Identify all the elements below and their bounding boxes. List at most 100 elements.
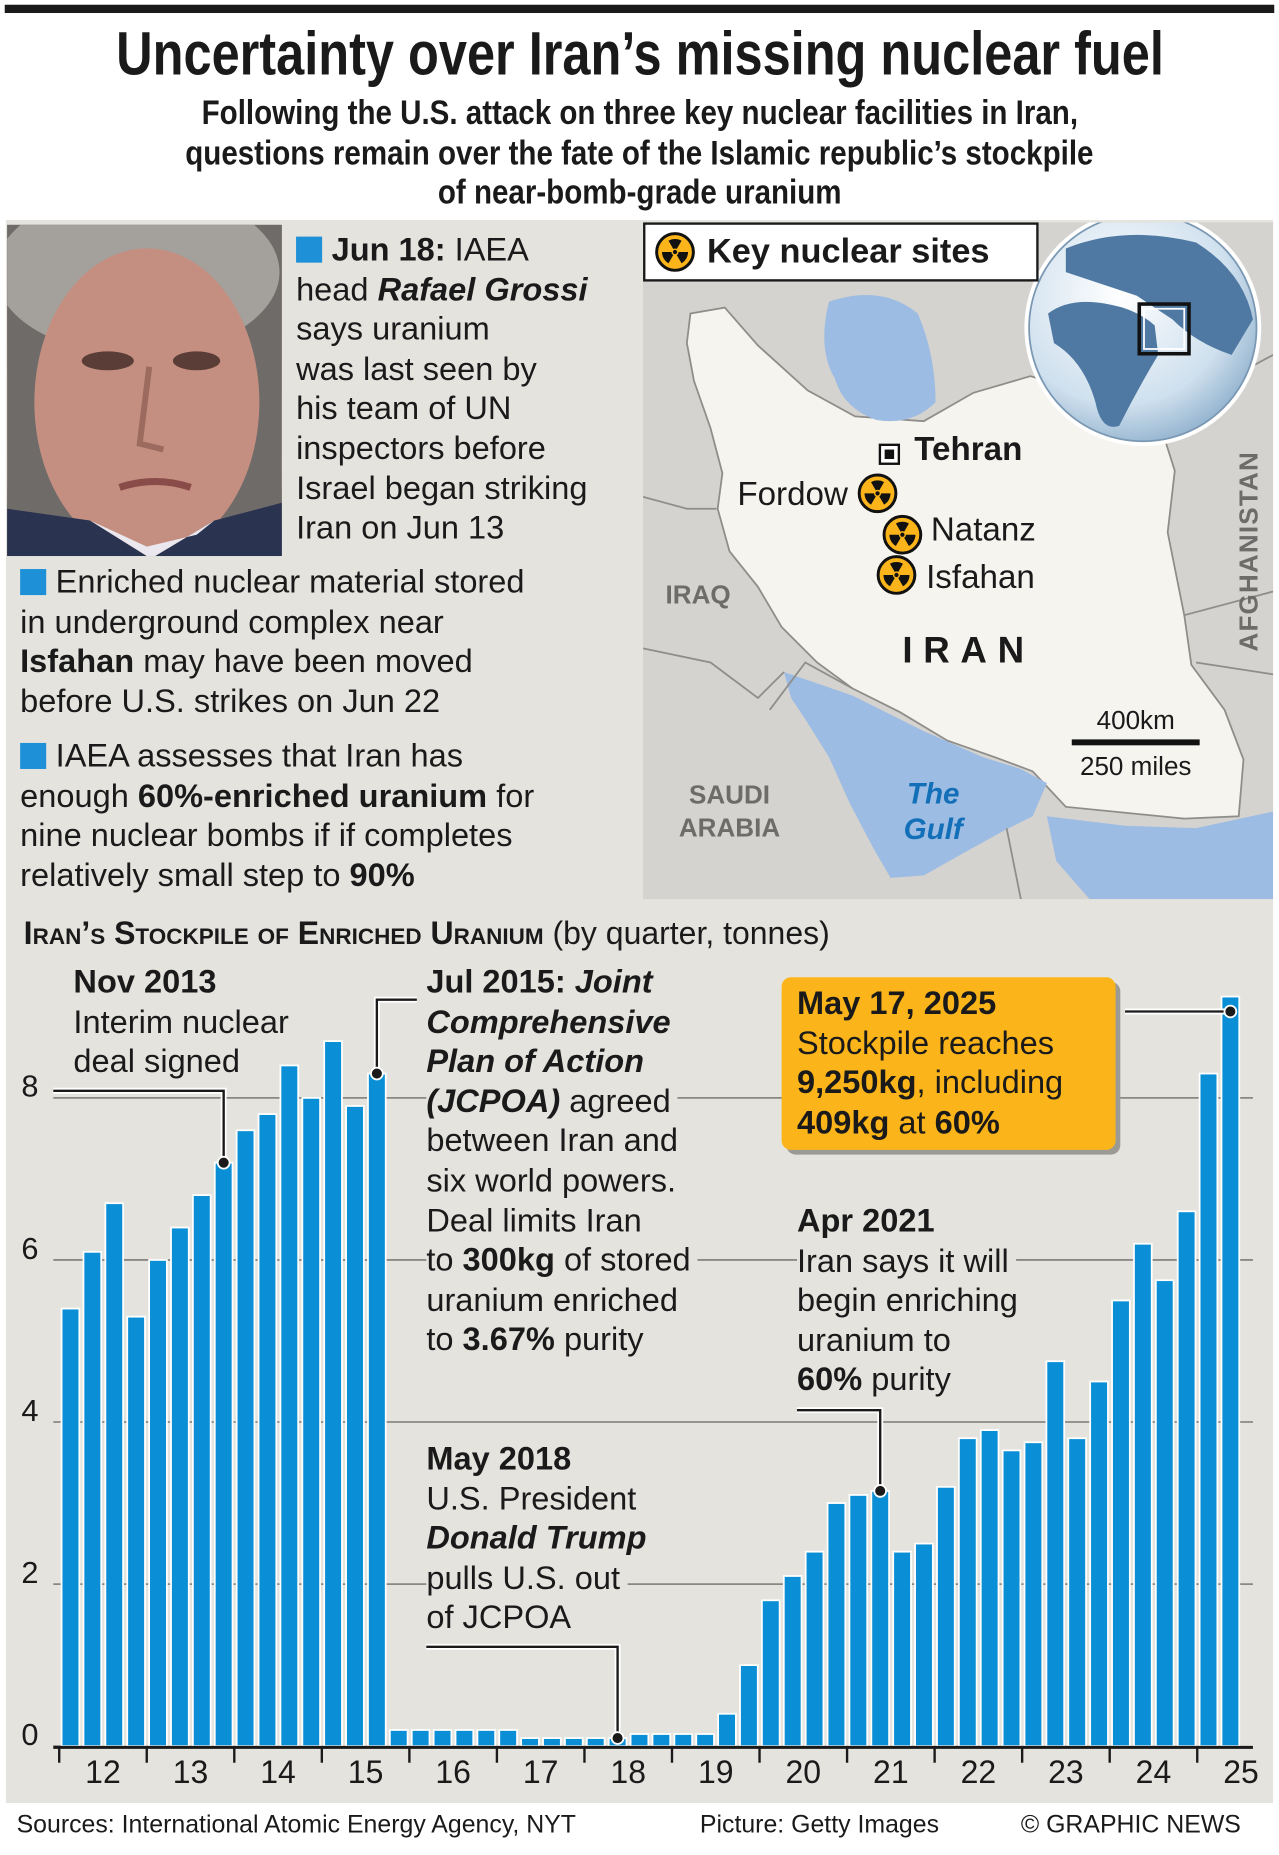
text-line: uranium to — [797, 1320, 1025, 1360]
text-segment: head — [296, 270, 378, 308]
bullet-square-icon — [20, 569, 47, 596]
the-gulf-water — [783, 671, 1047, 878]
text-line: Stockpile reaches — [797, 1023, 1063, 1063]
bar — [782, 1575, 803, 1748]
text-line: 409kg at 60% — [797, 1102, 1063, 1142]
annotation-dot — [216, 1155, 231, 1170]
label-iran: IRAN — [902, 629, 1035, 671]
note-grossi: Jun 18: IAEA head Rafael Grossi says urani… — [296, 230, 588, 548]
note-enrichment: IAEA assesses that Iran has enough 60%-en… — [20, 736, 534, 895]
text-segment: Interim nuclear — [73, 1002, 289, 1040]
text-segment: Iran on Jun 13 — [296, 508, 505, 546]
bar — [432, 1729, 453, 1748]
text-segment: his team of UN — [296, 389, 512, 427]
text-segment: , including — [916, 1063, 1064, 1101]
bar — [235, 1129, 256, 1748]
bar — [454, 1729, 475, 1748]
text-segment: may have been moved — [134, 642, 473, 680]
text-line: Deal limits Iran — [426, 1200, 697, 1240]
text-line: Isfahan may have been moved — [20, 641, 524, 681]
text-segment: for — [487, 776, 535, 814]
text-segment: before U.S. strikes on Jun 22 — [20, 682, 441, 720]
bar — [279, 1064, 300, 1748]
text-line: 9,250kg, including — [797, 1063, 1063, 1103]
bar — [213, 1161, 234, 1748]
portrait-illustration — [7, 224, 282, 557]
subtitle-line: of near-bomb-grade uranium — [437, 173, 842, 212]
text-segment: Joint — [574, 962, 653, 1000]
text-segment: purity — [862, 1360, 951, 1398]
label-arabia: ARABIA — [678, 812, 781, 843]
label-tehran: Tehran — [914, 430, 1023, 468]
leader-line — [375, 998, 417, 1074]
text-line: 60% purity — [797, 1360, 1025, 1400]
bar — [673, 1733, 694, 1748]
bar — [979, 1429, 1000, 1748]
text-line: in underground complex near — [20, 602, 524, 642]
annotation-dot — [873, 1484, 888, 1498]
text-line: between Iran and — [426, 1121, 697, 1161]
x-tick-label: 18 — [610, 1754, 646, 1790]
bar — [1198, 1072, 1219, 1748]
text-segment: 60%-enriched uranium — [137, 776, 488, 814]
label-fordow: Fordow — [737, 475, 848, 513]
text-segment: uranium enriched — [426, 1280, 678, 1318]
text-line: enough 60%-enriched uranium for — [20, 776, 534, 816]
bar — [476, 1729, 497, 1748]
text-line: begin enriching — [797, 1280, 1026, 1320]
x-tick-label: 13 — [172, 1754, 209, 1790]
scale-miles: 250 miles — [1079, 751, 1192, 781]
text-segment: Jun 18: — [331, 230, 446, 268]
label-saudi: SAUDI — [688, 779, 771, 810]
subtitle: Following the U.S. attack on three key n… — [0, 95, 1279, 214]
bar — [257, 1113, 278, 1748]
text-segment: Rafael Grossi — [377, 270, 588, 308]
text-segment: pulls U.S. out — [426, 1558, 621, 1596]
text-segment: six world powers. — [426, 1161, 677, 1199]
locator-box — [1137, 302, 1191, 356]
radiation-icon — [857, 473, 898, 519]
leader-line-halo — [53, 1087, 227, 1163]
x-tick-label: 24 — [1135, 1754, 1172, 1790]
x-tick-label: 19 — [697, 1754, 734, 1790]
chart-title: Iran’s Stockpile of Enriched Uranium (by… — [24, 916, 830, 953]
x-tick-label: 20 — [785, 1754, 822, 1790]
label-the: The — [906, 777, 960, 811]
bar — [367, 1072, 387, 1748]
text-segment: U.S. President — [426, 1479, 637, 1517]
text-line: of JCPOA — [426, 1598, 653, 1638]
text-line: before U.S. strikes on Jun 22 — [20, 681, 524, 721]
text-line: inspectors before — [296, 428, 587, 468]
leader-line — [426, 1645, 619, 1739]
bar — [870, 1490, 890, 1748]
annotation: May 17, 2025 Stockpile reaches 9,250kg, in… — [797, 983, 1063, 1142]
label-isfahan: Isfahan — [926, 558, 1035, 596]
text-segment: to — [426, 1241, 463, 1278]
label-saudi-arabia: SAUDI ARABIA — [663, 778, 796, 844]
bar — [1111, 1299, 1131, 1748]
text-line: six world powers. — [426, 1161, 697, 1201]
annotation: Jul 2015: Joint Comprehensive Plan of Acti… — [426, 962, 698, 1359]
x-tick-label: 16 — [435, 1754, 471, 1790]
bar — [323, 1040, 343, 1748]
label-the-gulf: The Gulf — [886, 776, 981, 847]
text-line: May 2018 — [426, 1439, 653, 1479]
text-segment: was last seen by — [296, 349, 537, 387]
bar — [126, 1315, 146, 1748]
bar — [1067, 1437, 1087, 1748]
text-segment: between Iran and — [426, 1121, 679, 1159]
text-line: his team of UN — [296, 388, 587, 428]
y-tick-label: 4 — [21, 1392, 39, 1428]
label-gulf: Gulf — [903, 812, 963, 846]
y-tick-label: 0 — [21, 1716, 39, 1753]
x-tick-label: 25 — [1223, 1754, 1259, 1790]
copyright: © GRAPHIC NEWS — [1020, 1811, 1241, 1839]
map-legend-header: Key nuclear sites — [643, 222, 1039, 282]
map — [643, 222, 1274, 900]
text-line: Interim nuclear — [73, 1002, 288, 1042]
text-segment: Deal limits Iran — [426, 1201, 642, 1239]
x-tick-label: 22 — [960, 1754, 997, 1790]
bar — [651, 1733, 672, 1748]
annotation: Apr 2021 Iran says it will begin enriching… — [797, 1201, 1026, 1400]
